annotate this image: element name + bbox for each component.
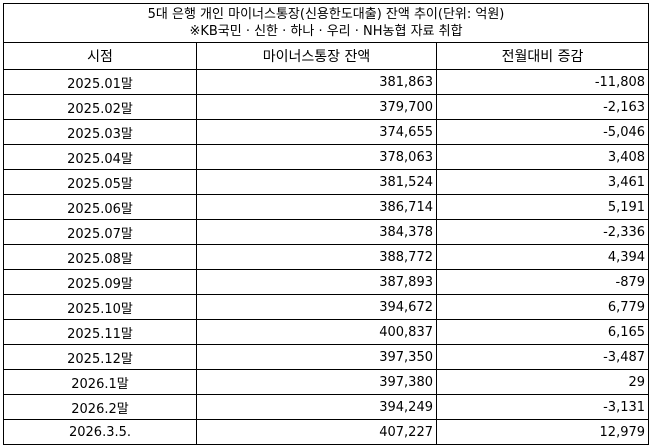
cell-date: 2025.07말 xyxy=(3,219,197,245)
cell-balance: 374,655 xyxy=(196,119,437,145)
title-line-2: ※KB국민 · 신한 · 하나 · 우리 · NH농협 자료 취합 xyxy=(189,24,463,39)
header-balance: 마이너스통장 잔액 xyxy=(196,42,437,70)
cell-date: 2025.10말 xyxy=(3,294,197,320)
cell-balance: 407,227 xyxy=(196,419,437,445)
cell-change: 3,461 xyxy=(435,169,650,195)
cell-date: 2026.1말 xyxy=(3,369,197,395)
cell-date: 2025.12말 xyxy=(3,344,197,370)
header-change: 전월대비 증감 xyxy=(435,42,650,70)
table-row: 2026.3.5. 407,227 12,979 xyxy=(3,419,650,445)
header-row: 시점 마이너스통장 잔액 전월대비 증감 xyxy=(3,42,650,70)
table-row: 2025.02말 379,700 -2,163 xyxy=(3,94,650,120)
cell-balance: 397,350 xyxy=(196,344,437,370)
cell-change: 5,191 xyxy=(435,194,650,220)
cell-change: 6,165 xyxy=(435,319,650,345)
cell-balance: 384,378 xyxy=(196,219,437,245)
table-row: 2025.08말 388,772 4,394 xyxy=(3,244,650,270)
header-date: 시점 xyxy=(3,42,197,70)
cell-change: 29 xyxy=(435,369,650,395)
cell-balance: 394,672 xyxy=(196,294,437,320)
cell-date: 2025.06말 xyxy=(3,194,197,220)
cell-date: 2025.08말 xyxy=(3,244,197,270)
cell-change: -11,808 xyxy=(435,69,650,95)
cell-date: 2025.09말 xyxy=(3,269,197,295)
cell-date: 2025.05말 xyxy=(3,169,197,195)
cell-date: 2026.3.5. xyxy=(3,419,197,445)
cell-balance: 381,524 xyxy=(196,169,437,195)
cell-date: 2025.01말 xyxy=(3,69,197,95)
table-row: 2025.11말 400,837 6,165 xyxy=(3,319,650,345)
cell-balance: 378,063 xyxy=(196,144,437,170)
table-title-row: 5대 은행 개인 마이너스통장(신용한도대출) 잔액 추이(단위: 억원) ※K… xyxy=(2,3,650,43)
table-row: 2025.10말 394,672 6,779 xyxy=(3,294,650,320)
cell-date: 2025.02말 xyxy=(3,94,197,120)
cell-change: -3,487 xyxy=(435,344,650,370)
cell-date: 2025.03말 xyxy=(3,119,197,145)
cell-date: 2025.04말 xyxy=(3,144,197,170)
cell-change: -3,131 xyxy=(435,394,650,420)
cell-balance: 400,837 xyxy=(196,319,437,345)
table-row: 2025.06말 386,714 5,191 xyxy=(3,194,650,220)
cell-change: -2,163 xyxy=(435,94,650,120)
table-row: 2025.04말 378,063 3,408 xyxy=(3,144,650,170)
cell-balance: 386,714 xyxy=(196,194,437,220)
cell-change: 12,979 xyxy=(435,419,650,445)
cell-change: -879 xyxy=(435,269,650,295)
table-row: 2025.09말 387,893 -879 xyxy=(3,269,650,295)
cell-date: 2025.11말 xyxy=(3,319,197,345)
cell-balance: 379,700 xyxy=(196,94,437,120)
cell-change: 4,394 xyxy=(435,244,650,270)
cell-balance: 394,249 xyxy=(196,394,437,420)
table-row: 2025.12말 397,350 -3,487 xyxy=(3,344,650,370)
table-title: 5대 은행 개인 마이너스통장(신용한도대출) 잔액 추이(단위: 억원) ※K… xyxy=(2,3,650,43)
table-row: 2025.07말 384,378 -2,336 xyxy=(3,219,650,245)
cell-date: 2026.2말 xyxy=(3,394,197,420)
balance-table: 5대 은행 개인 마이너스통장(신용한도대출) 잔액 추이(단위: 억원) ※K… xyxy=(2,3,650,445)
cell-balance: 381,863 xyxy=(196,69,437,95)
cell-balance: 388,772 xyxy=(196,244,437,270)
table-row: 2025.03말 374,655 -5,046 xyxy=(3,119,650,145)
table-row: 2025.05말 381,524 3,461 xyxy=(3,169,650,195)
table-row: 2026.1말 397,380 29 xyxy=(3,369,650,395)
table-row: 2025.01말 381,863 -11,808 xyxy=(3,69,650,95)
cell-change: -5,046 xyxy=(435,119,650,145)
table-row: 2026.2말 394,249 -3,131 xyxy=(3,394,650,420)
cell-balance: 387,893 xyxy=(196,269,437,295)
cell-change: 3,408 xyxy=(435,144,650,170)
title-line-1: 5대 은행 개인 마이너스통장(신용한도대출) 잔액 추이(단위: 억원) xyxy=(147,7,505,22)
cell-change: -2,336 xyxy=(435,219,650,245)
cell-change: 6,779 xyxy=(435,294,650,320)
cell-balance: 397,380 xyxy=(196,369,437,395)
